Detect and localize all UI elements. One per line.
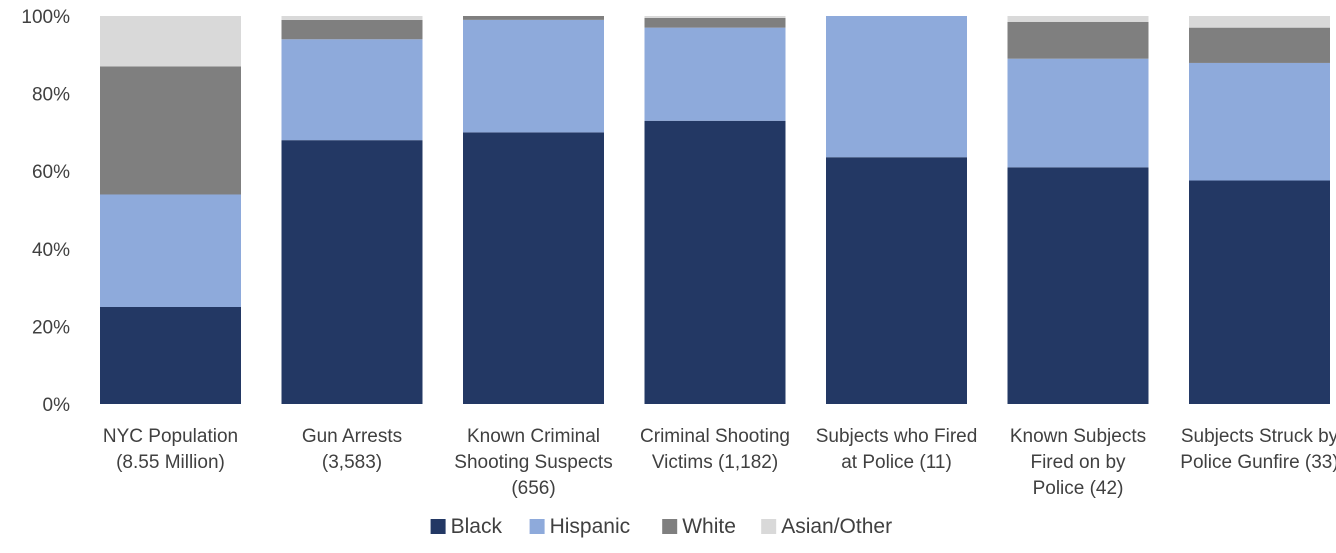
- y-tick-label: 0%: [43, 395, 71, 416]
- x-tick-label: Known Subjects Fired on by Police (42): [1010, 426, 1146, 499]
- x-tick-label-line: (656): [511, 478, 555, 499]
- legend-item: Black: [430, 515, 503, 538]
- bar-segment-hispanic: [100, 194, 241, 307]
- x-tick-label-line: Shooting Suspects: [454, 452, 612, 473]
- bar-segment-black: [1189, 180, 1330, 404]
- x-tick-label-line: Known Criminal: [467, 426, 600, 447]
- x-axis: NYC Population (8.55 Million) Gun Arrests (…: [103, 426, 1336, 499]
- legend-item: Asian/Other: [761, 515, 892, 538]
- y-tick-label: 20%: [32, 317, 70, 338]
- x-tick-label-line: Victims (1,182): [652, 452, 778, 473]
- legend-swatch: [430, 519, 446, 534]
- bar-stack: [644, 16, 786, 404]
- bar-segment-white: [100, 66, 241, 195]
- x-tick-label-line: Fired on by: [1030, 452, 1126, 473]
- bar-segment-asian-other: [644, 16, 786, 18]
- bar-segment-hispanic: [281, 39, 423, 141]
- x-tick-label-line: NYC Population: [103, 426, 238, 447]
- bar-segment-black: [100, 307, 241, 404]
- bar-segment-asian-other: [100, 16, 241, 67]
- bar-segment-black: [826, 157, 967, 404]
- y-tick-label: 100%: [21, 7, 70, 28]
- x-tick-label-line: Subjects Struck by: [1181, 426, 1336, 447]
- bar-segment-white: [463, 16, 604, 20]
- bar-stack: [1007, 16, 1149, 404]
- x-tick-label: Subjects Struck by Police Gunfire (33): [1180, 426, 1336, 473]
- bar-stack: [826, 16, 967, 404]
- bar-segment-hispanic: [463, 19, 604, 133]
- bar-segment-asian-other: [1007, 16, 1149, 22]
- bar-segment-black: [1007, 167, 1149, 404]
- legend: Black Hispanic White Asian/Other: [430, 515, 892, 538]
- x-tick-label: Gun Arrests (3,583): [302, 426, 402, 473]
- bar-stack: [281, 16, 423, 404]
- legend-swatch: [529, 519, 545, 534]
- bar-stack: [1189, 16, 1330, 404]
- y-tick-label: 40%: [32, 240, 70, 261]
- bar-segment-white: [1189, 27, 1330, 63]
- bar-segment-black: [463, 132, 604, 404]
- x-tick-label-line: (3,583): [322, 452, 382, 473]
- x-tick-label: Known Criminal Shooting Suspects (656): [454, 426, 612, 499]
- legend-swatch: [662, 519, 678, 534]
- bar-segment-white: [1007, 21, 1149, 59]
- bar-segment-black: [644, 120, 786, 404]
- bar-stack: [463, 16, 604, 404]
- x-tick-label-line: (8.55 Million): [116, 452, 225, 473]
- x-tick-label: Criminal Shooting Victims (1,182): [640, 426, 790, 473]
- x-tick-label-line: Subjects who Fired: [816, 426, 978, 447]
- y-tick-label: 60%: [32, 162, 70, 183]
- x-tick-label-line: Known Subjects: [1010, 426, 1146, 447]
- x-tick-label: NYC Population (8.55 Million): [103, 426, 238, 473]
- bar-segment-asian-other: [281, 16, 423, 20]
- bar-segment-black: [281, 140, 423, 404]
- bar-stack: [100, 16, 241, 404]
- x-tick-label: Subjects who Fired at Police (11): [816, 426, 978, 473]
- bar-segment-asian-other: [1189, 16, 1330, 28]
- bar-segment-white: [644, 17, 786, 28]
- x-tick-label-line: at Police (11): [841, 452, 952, 473]
- legend-label: White: [682, 515, 736, 538]
- legend-label: Asian/Other: [781, 515, 892, 538]
- bars: [100, 16, 1330, 404]
- bar-segment-hispanic: [1007, 58, 1149, 168]
- bar-segment-hispanic: [826, 16, 967, 158]
- bar-segment-white: [281, 19, 423, 40]
- x-tick-label-line: Police Gunfire (33): [1180, 452, 1336, 473]
- bar-segment-hispanic: [644, 27, 786, 121]
- legend-item: White: [662, 515, 736, 538]
- legend-label: Black: [451, 515, 503, 538]
- x-tick-label-line: Gun Arrests: [302, 426, 402, 447]
- legend-label: Hispanic: [550, 515, 631, 538]
- x-tick-label-line: Police (42): [1033, 478, 1124, 499]
- bar-segment-hispanic: [1189, 62, 1330, 181]
- y-axis: 0% 20% 40% 60% 80% 100%: [21, 7, 70, 416]
- x-tick-label-line: Criminal Shooting: [640, 426, 790, 447]
- legend-item: Hispanic: [529, 515, 631, 538]
- legend-swatch: [761, 519, 777, 534]
- y-tick-label: 80%: [32, 85, 70, 106]
